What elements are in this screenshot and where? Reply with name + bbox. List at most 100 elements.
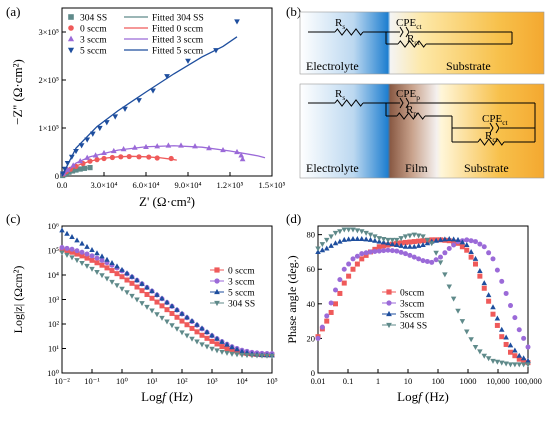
x-tick-label: 10⁻¹ [84, 376, 100, 386]
data-point [239, 352, 245, 358]
data-point [159, 315, 165, 321]
data-point [455, 236, 461, 242]
data-point [337, 229, 343, 235]
data-point [389, 237, 396, 243]
data-point [481, 244, 487, 250]
data-point [178, 142, 184, 148]
data-point [494, 267, 500, 273]
data-point [507, 342, 514, 348]
data-point [481, 353, 487, 359]
data-point [494, 359, 501, 365]
data-point [224, 341, 230, 347]
legend-entry: 5sccm [400, 311, 425, 321]
data-point [89, 253, 95, 259]
data-point [464, 247, 470, 253]
data-point [124, 290, 130, 296]
data-point [433, 257, 439, 263]
data-point [179, 318, 185, 324]
panel-d-bode-phase-plot: 0.01 0.1 1 10 100 1000 10,000 100,000 0 20 40 60 80 L… [285, 225, 542, 404]
data-point [144, 304, 150, 310]
data-point [81, 165, 87, 171]
data-point [154, 143, 161, 149]
data-point [213, 48, 219, 54]
data-point [174, 306, 180, 312]
x-tick-label: 1.2×10⁵ [217, 180, 244, 190]
x-axis-label-unit: (Hz) [166, 389, 193, 404]
data-point [503, 334, 509, 340]
data-point [174, 314, 180, 320]
data-point [520, 355, 527, 361]
legend-marker [386, 322, 392, 329]
data-point [490, 256, 496, 262]
data-point [328, 309, 334, 315]
data-point [234, 148, 240, 155]
data-point [420, 258, 426, 264]
data-point [234, 349, 240, 355]
data-point [525, 357, 531, 363]
data-point [354, 235, 361, 241]
data-point [66, 169, 72, 175]
data-point [354, 253, 360, 259]
panel-a-nyquist-plot: 0.0 3.0×10⁴ 6.0×10⁴ 9.0×10⁴ 1.2×10⁵ 1.5×10⁵ 0 1… [10, 7, 285, 209]
label-cpe-ct-sub: ct [416, 22, 422, 31]
data-point [315, 246, 321, 252]
data-point [134, 284, 140, 290]
data-point [403, 239, 408, 245]
data-point [94, 157, 100, 163]
data-point [146, 154, 152, 160]
data-point [89, 257, 95, 263]
legend-marker [214, 278, 220, 284]
data-point [407, 233, 413, 239]
legend-entry: 0 sccm [80, 25, 107, 35]
data-point [69, 246, 75, 252]
data-point [394, 248, 400, 254]
data-point [74, 258, 80, 264]
data-point [372, 237, 378, 243]
data-point [415, 233, 422, 239]
y-axis-label: −Z'' (Ω·cm²) [10, 59, 25, 125]
x-tick-label: 6.0×10⁴ [133, 180, 160, 190]
legend-fit-entry: Fitted 0 sccm [152, 25, 204, 35]
data-point [346, 261, 352, 267]
data-point [468, 248, 474, 254]
data-point [328, 300, 334, 306]
data-point [189, 318, 195, 324]
legend-marker [68, 25, 74, 31]
label-rs-2: Rs [335, 88, 345, 102]
data-point [84, 137, 91, 143]
data-point [376, 236, 382, 242]
legend-entry: 5 sccm [80, 47, 107, 57]
data-point [499, 326, 505, 332]
data-point [92, 152, 99, 158]
data-point [398, 240, 404, 246]
x-axis-label-unit: (Hz) [422, 389, 449, 404]
data-point [337, 277, 343, 283]
data-point [64, 160, 71, 167]
data-point [345, 227, 352, 233]
data-point [119, 266, 125, 272]
data-point [239, 348, 245, 354]
data-point [468, 254, 474, 260]
data-point [224, 346, 230, 351]
legend-marker [386, 300, 392, 306]
data-point [214, 335, 220, 341]
data-point [179, 330, 185, 336]
x-axis-label: Logf (Hz) [141, 389, 193, 404]
data-point [516, 362, 522, 368]
data-point [129, 273, 135, 279]
legend-entry: 3 sccm [228, 278, 255, 288]
data-point [481, 285, 487, 291]
label-rct-sub: ct [414, 38, 420, 47]
data-point [131, 144, 138, 150]
data-point [169, 310, 175, 316]
data-point [354, 261, 360, 267]
data-point [159, 303, 165, 309]
data-point [185, 58, 191, 64]
data-point [420, 234, 426, 240]
data-point [199, 325, 205, 331]
data-point [341, 280, 347, 286]
data-point [69, 255, 75, 261]
data-point [154, 291, 160, 297]
data-point [389, 241, 396, 247]
data-point [129, 280, 135, 286]
